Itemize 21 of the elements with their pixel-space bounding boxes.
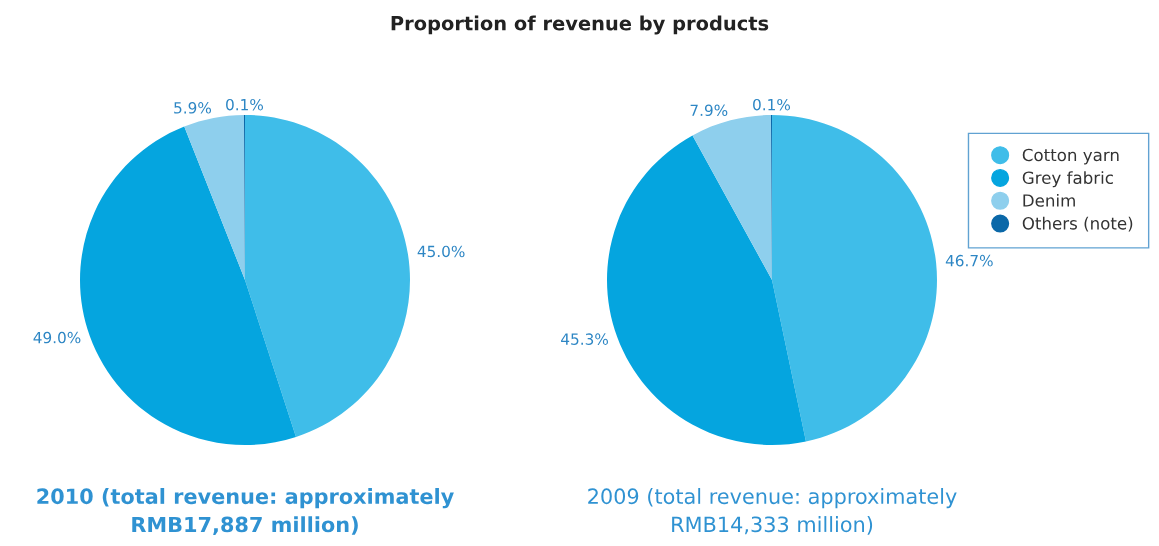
legend-label: Denim (1023, 193, 1075, 207)
data-label: 46.7% (945, 254, 993, 267)
data-label: 0.1% (753, 98, 791, 111)
data-label: 45.3% (561, 333, 609, 345)
data-label: 0.1% (226, 98, 264, 111)
data-label: 5.9% (174, 102, 212, 114)
pie-slice (772, 115, 937, 442)
legend-label: Cotton yarn (1022, 148, 1119, 165)
pie-slice (245, 115, 410, 437)
pie-slice (607, 135, 806, 445)
legend-label: Grey fabric (1022, 171, 1113, 188)
pie-slice (692, 115, 772, 280)
text: 2009 (total revenue: approximately RMB14,333 million) (588, 488, 957, 535)
data-label: 45.0% (417, 245, 465, 258)
data-label: 49.0% (33, 331, 81, 344)
text: 2010 (total revenue: approximately RMB17,887 million) (37, 488, 454, 536)
chart-title: Proportion of revenue by products (391, 15, 769, 35)
legend-label: Others (note) (1022, 216, 1133, 232)
pie-slice (80, 126, 296, 445)
data-label: 7.9% (690, 104, 728, 117)
pie-slice (184, 115, 245, 280)
